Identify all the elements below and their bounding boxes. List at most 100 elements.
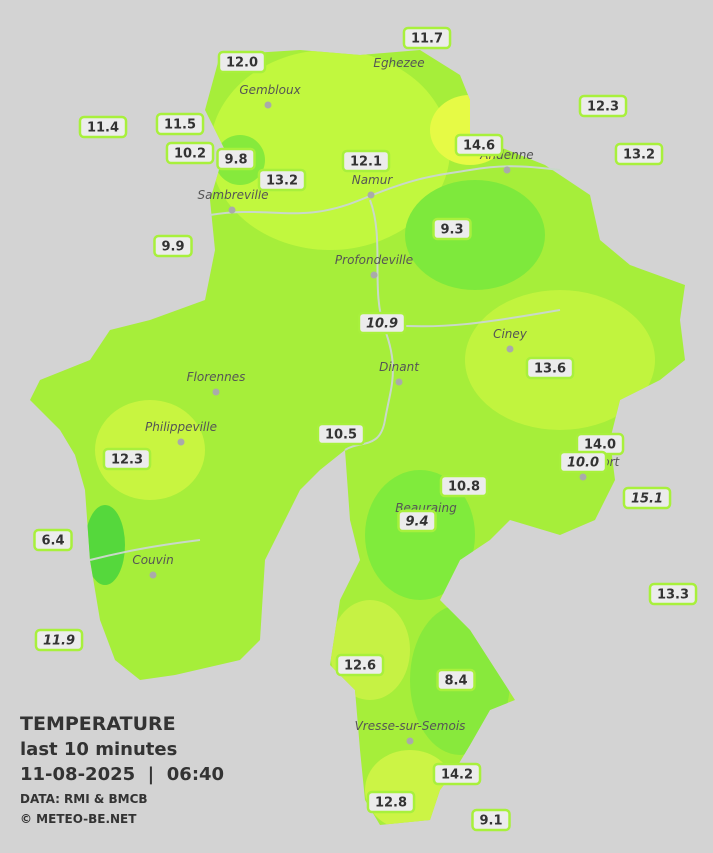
station-value: 9.8 <box>224 153 247 168</box>
station-value: 12.0 <box>226 56 258 71</box>
station-value: 12.6 <box>344 659 376 674</box>
station: 13.2 <box>614 142 664 166</box>
station: 14.0 <box>575 432 625 456</box>
town-dot <box>370 271 378 279</box>
credit: © METEO-BE.NET <box>20 812 137 826</box>
town-name: Dinant <box>379 360 420 374</box>
station: 9.4 <box>397 509 437 533</box>
station: 9.3 <box>432 217 472 241</box>
town-dot <box>395 378 403 386</box>
station: 8.4 <box>436 668 476 692</box>
station-box <box>217 50 267 74</box>
station-box <box>34 628 84 652</box>
station-box <box>357 311 407 335</box>
town-name: Namur <box>352 173 394 187</box>
station-value: 11.7 <box>411 32 443 47</box>
towns: EghezeeGemblouxAndenneNamurSambrevillePr… <box>132 56 621 745</box>
station-box <box>257 168 307 192</box>
station-box <box>648 582 698 606</box>
station-value: 12.1 <box>350 155 382 170</box>
town-name: Philippeville <box>145 420 217 434</box>
station-box <box>397 509 437 533</box>
station-box <box>525 356 575 380</box>
town-dot <box>579 473 587 481</box>
station-value: 8.4 <box>444 674 467 689</box>
station-value: 10.5 <box>325 428 357 443</box>
town-dot <box>149 571 157 579</box>
station-value: 10.2 <box>174 147 206 162</box>
station-value: 14.2 <box>441 768 473 783</box>
station: 10.8 <box>439 474 489 498</box>
station-value: 13.2 <box>623 148 655 163</box>
station-value: 13.2 <box>266 174 298 189</box>
station: 11.5 <box>155 112 205 136</box>
town-name: Profondeville <box>335 253 413 267</box>
station-value: 10.0 <box>567 456 599 471</box>
station: 9.9 <box>153 234 193 258</box>
station: 13.2 <box>257 168 307 192</box>
town-dot <box>367 191 375 199</box>
station: 13.6 <box>525 356 575 380</box>
station-box <box>454 133 504 157</box>
town-name: Couvin <box>132 553 173 567</box>
station-box <box>622 486 672 510</box>
station-value: 6.4 <box>41 534 64 549</box>
station-box <box>432 217 472 241</box>
town-name: Florennes <box>187 370 246 384</box>
station-box <box>78 115 128 139</box>
station: 12.0 <box>217 50 267 74</box>
station-box <box>614 142 664 166</box>
heading: TEMPERATURE <box>20 713 176 735</box>
town-name: Eghezee <box>373 56 424 70</box>
station: 12.1 <box>341 149 391 173</box>
station: 9.8 <box>216 147 256 171</box>
station: 14.2 <box>432 762 482 786</box>
town-dot <box>212 388 220 396</box>
station: 14.6 <box>454 133 504 157</box>
town-name: Vresse-sur-Semois <box>355 719 466 733</box>
station-box <box>335 653 385 677</box>
station: 9.1 <box>471 808 511 832</box>
station-box <box>436 668 476 692</box>
station-box <box>102 447 152 471</box>
station-value: 15.1 <box>631 492 663 507</box>
station-value: 12.8 <box>375 796 407 811</box>
station-value: 12.3 <box>587 100 619 115</box>
station-value: 13.3 <box>657 588 689 603</box>
station-value: 14.6 <box>463 139 495 154</box>
station-value: 9.3 <box>440 223 463 238</box>
station-value: 10.9 <box>366 317 398 332</box>
town-name: Sambreville <box>197 188 268 202</box>
station-box <box>33 528 73 552</box>
town-dot <box>506 345 514 353</box>
station-value: 9.9 <box>161 240 184 255</box>
station-value: 10.8 <box>448 480 480 495</box>
station: 10.9 <box>357 311 407 335</box>
station: 12.3 <box>102 447 152 471</box>
station: 11.9 <box>34 628 84 652</box>
station-value: 14.0 <box>584 438 616 453</box>
town-name: Ciney <box>493 327 528 341</box>
station-box <box>316 422 366 446</box>
station-box <box>216 147 256 171</box>
station-value: 11.5 <box>164 118 196 133</box>
station-box <box>155 112 205 136</box>
station-box <box>471 808 511 832</box>
station-value: 11.4 <box>87 121 119 136</box>
town-dot <box>503 166 511 174</box>
station-box <box>439 474 489 498</box>
station-box <box>432 762 482 786</box>
station: 13.3 <box>648 582 698 606</box>
station: 12.3 <box>578 94 628 118</box>
station: 12.6 <box>335 653 385 677</box>
station-value: 13.6 <box>534 362 566 377</box>
station-box <box>153 234 193 258</box>
town-dot <box>228 206 236 214</box>
source: DATA: RMI & BMCB <box>20 792 148 806</box>
town-dot <box>264 101 272 109</box>
station-value: 9.1 <box>479 814 502 829</box>
station: 6.4 <box>33 528 73 552</box>
river <box>209 165 561 216</box>
legend-block: TEMPERATURE last 10 minutes 11-08-2025 |… <box>20 713 224 826</box>
